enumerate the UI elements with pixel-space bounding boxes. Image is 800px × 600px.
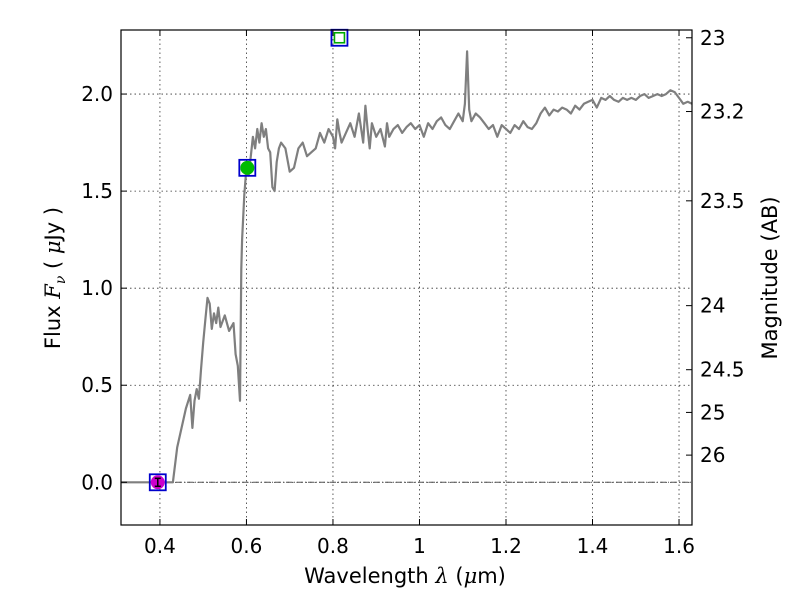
y2-tick-label: 24 bbox=[700, 294, 725, 318]
y-tick-label: 2.0 bbox=[81, 82, 113, 106]
point-marker bbox=[333, 31, 346, 44]
point-outer-square bbox=[148, 473, 167, 492]
photometry-point-3 bbox=[330, 28, 349, 47]
photometry-points bbox=[148, 28, 349, 492]
x-axis-unit: ( bbox=[449, 564, 464, 588]
point-marker bbox=[240, 160, 255, 175]
x-tick-label: 0.4 bbox=[144, 534, 176, 558]
y-axis-title: Flux Fν ( μJy ) bbox=[41, 207, 69, 349]
y2-tick-label: 26 bbox=[700, 443, 725, 467]
x-axis-mu: μ bbox=[464, 564, 478, 588]
x-axis-title: Wavelength λ (μm) bbox=[304, 564, 506, 588]
x-axis-title-word: Wavelength bbox=[304, 564, 435, 588]
x-tick-label: 1.6 bbox=[663, 534, 695, 558]
y2-tick-label: 23.2 bbox=[700, 100, 745, 124]
spectrum-path bbox=[121, 50, 693, 484]
y2-tick-label: 24.5 bbox=[700, 358, 745, 382]
grid-lines bbox=[121, 30, 692, 525]
x-tick-label: 1.4 bbox=[577, 534, 609, 558]
x-tick-label: 1.2 bbox=[490, 534, 522, 558]
x-tick-label: 0.6 bbox=[231, 534, 263, 558]
plot-frame bbox=[120, 29, 693, 526]
photometry-point-1 bbox=[148, 473, 167, 492]
x-tick-label: 0.8 bbox=[317, 534, 349, 558]
y-tick-label: 1.0 bbox=[81, 276, 113, 300]
tick-marks bbox=[121, 30, 692, 525]
x-tick-label: 1 bbox=[413, 534, 426, 558]
y2-tick-label: 23.5 bbox=[700, 189, 745, 213]
y2-tick-labels: 23 23.2 23.5 24 24.5 25 26 bbox=[700, 26, 745, 467]
y-tick-labels: 0.0 0.5 1.0 1.5 2.0 bbox=[81, 82, 113, 494]
y2-axis-title: Magnitude (AB) bbox=[758, 196, 782, 359]
y-tick-label: 1.5 bbox=[81, 179, 113, 203]
y2-tick-label: 23 bbox=[700, 26, 725, 50]
photometry-point-2 bbox=[238, 158, 257, 177]
spectrum-line bbox=[121, 50, 693, 484]
y-tick-label: 0.0 bbox=[81, 470, 113, 494]
point-outer-square bbox=[238, 158, 257, 177]
x-tick-labels: 0.4 0.6 0.8 1 1.2 1.4 1.6 bbox=[144, 534, 695, 558]
y2-tick-label: 25 bbox=[700, 400, 725, 424]
x-axis-lambda: λ bbox=[434, 564, 448, 588]
y-tick-label: 0.5 bbox=[81, 373, 113, 397]
